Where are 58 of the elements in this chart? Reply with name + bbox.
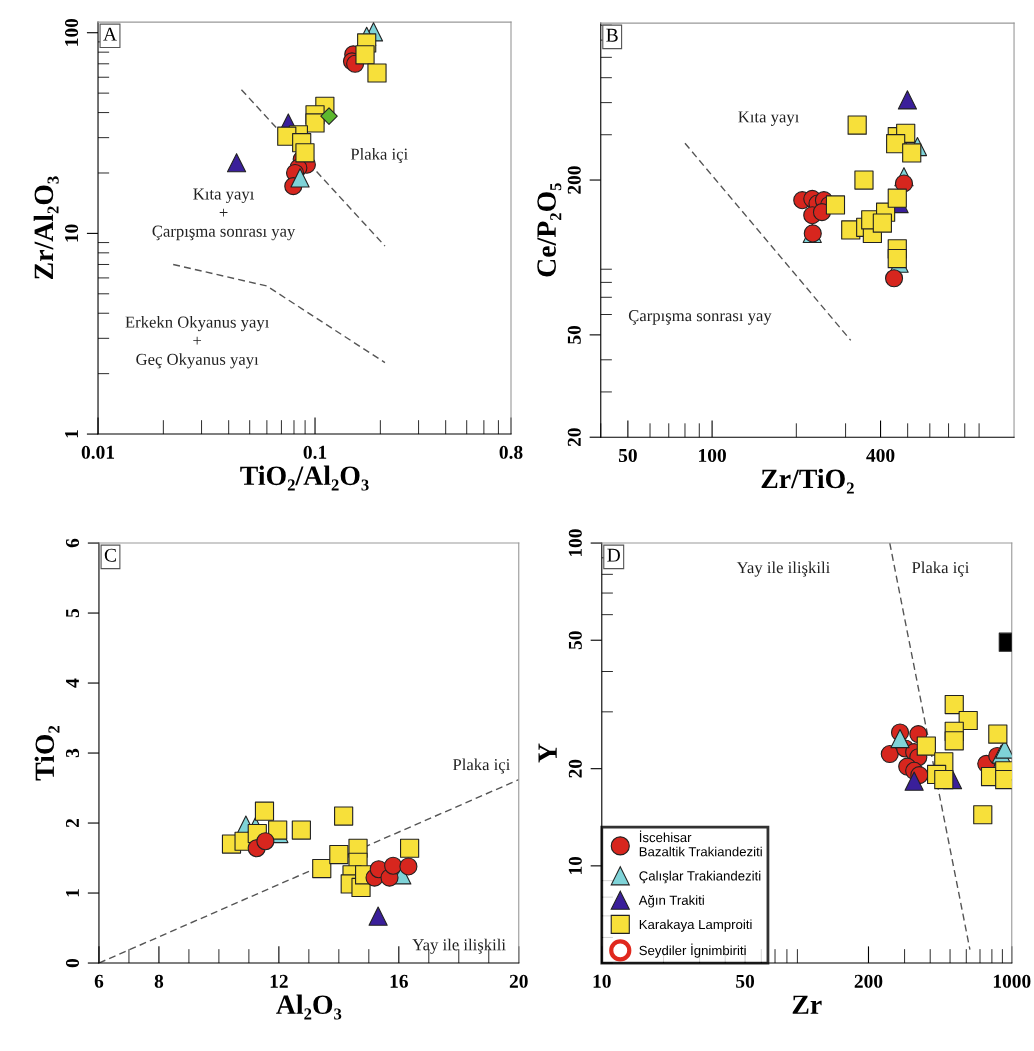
- legend-label: Ağın Trakiti: [638, 895, 704, 908]
- x-tick-label: 8: [154, 974, 164, 988]
- x-axis-title: Zr: [792, 995, 822, 1014]
- annotation: Yay ile ilişkili: [736, 561, 830, 577]
- chart-title: D: [607, 548, 620, 562]
- x-axis-title: TiO₂/Al₂O₃: [240, 465, 369, 491]
- y-tick-label: 50: [568, 631, 582, 650]
- annotation: Çarpışma sonrası yay: [628, 310, 772, 325]
- y-tick-label: 100: [568, 529, 582, 557]
- annotation: Kıta yayı + Çarpışma sonrası yay: [152, 188, 296, 241]
- y-tick-label: 10: [64, 224, 79, 242]
- y-tick-label: 20: [567, 428, 581, 447]
- y-tick-label: 1: [65, 430, 78, 438]
- x-tick-label: 200: [854, 974, 883, 988]
- x-tick-label: 0.1: [303, 445, 327, 459]
- y-tick-label: 5: [66, 608, 80, 618]
- legend-label: Seydiler İgnimbiriti: [639, 943, 746, 958]
- y-axis-title: Y: [538, 743, 557, 763]
- y-tick-label: 50: [567, 325, 581, 344]
- y-tick-label: 0: [65, 958, 80, 968]
- x-tick-label: 0.8: [499, 445, 523, 459]
- legend-label: Karakaya Lamproiti: [639, 919, 752, 932]
- y-axis-title: TiO₂: [34, 725, 60, 781]
- x-tick-label: 0.01: [81, 445, 115, 459]
- y-tick-label: 20: [568, 759, 582, 778]
- x-axis-title: Al₂O₃: [276, 994, 342, 1020]
- x-tick-label: 20: [509, 974, 528, 988]
- y-tick-label: 2: [65, 819, 79, 828]
- y-tick-label: 10: [568, 856, 582, 875]
- y-tick-label: 200: [567, 166, 581, 194]
- x-tick-label: 10: [593, 974, 611, 988]
- legend-label: İscehisar Bazaltik Trakiandeziti: [639, 830, 762, 857]
- y-axis-title: Zr/Al₂O₃: [33, 176, 59, 280]
- annotation: Kıta yayı: [738, 111, 800, 126]
- chart-title: A: [103, 27, 117, 41]
- annotation: Plaka içi: [452, 758, 510, 774]
- annotation: Erkekn Okyanus yayı + Geç Okyanus yayı: [125, 316, 270, 369]
- annotation: Plaka içi: [911, 561, 970, 577]
- x-tick-label: 50: [736, 974, 755, 988]
- x-tick-label: 1000: [993, 974, 1031, 988]
- x-tick-label: 100: [699, 448, 726, 463]
- x-tick-label: 16: [390, 974, 408, 988]
- annotation: Plaka içi: [350, 148, 408, 164]
- y-tick-label: 3: [65, 748, 80, 758]
- x-tick-label: 12: [270, 974, 288, 988]
- y-tick-label: 4: [66, 678, 79, 688]
- y-tick-label: 100: [64, 18, 79, 46]
- y-tick-label: 6: [65, 538, 80, 548]
- y-axis-title: Ce/P₂O₅: [537, 183, 562, 277]
- legend-label: Çalışlar Trakiandeziti: [639, 870, 761, 884]
- x-tick-label: 6: [94, 974, 104, 988]
- chart-title: B: [606, 28, 618, 42]
- x-tick-label: 50: [618, 448, 637, 463]
- annotation: Yay ile ilişkili: [412, 938, 506, 954]
- x-axis-title: Zr/TiO₂: [761, 468, 854, 494]
- x-tick-label: 400: [866, 448, 895, 463]
- chart-title: C: [104, 548, 116, 562]
- y-tick-label: 1: [66, 889, 79, 897]
